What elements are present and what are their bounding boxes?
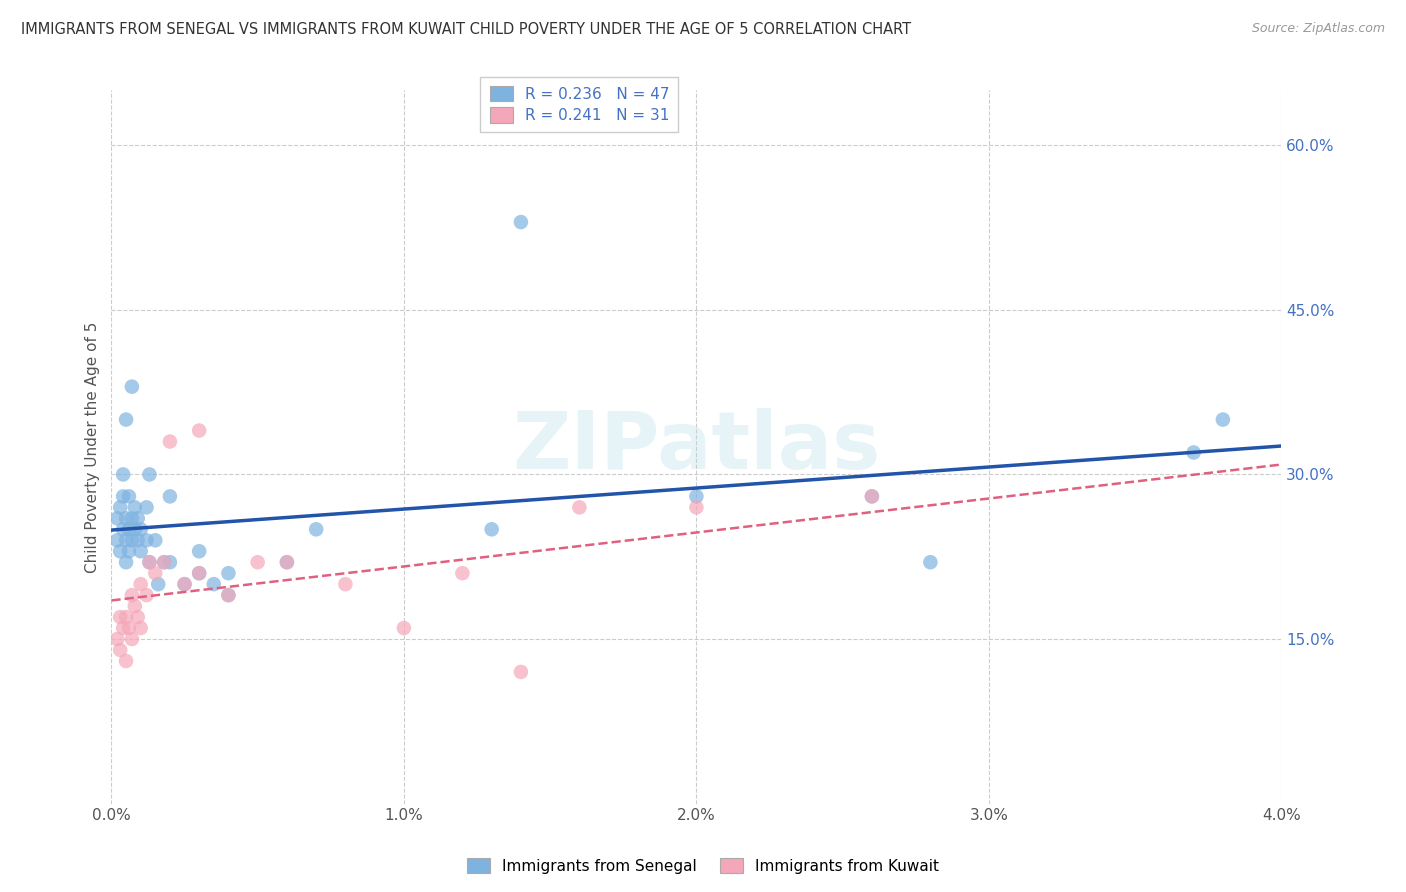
- Point: [118, 621, 141, 635]
- Point: [115, 511, 138, 525]
- Point: [305, 522, 328, 536]
- Point: [392, 621, 415, 635]
- Point: [217, 588, 239, 602]
- Text: Source: ZipAtlas.com: Source: ZipAtlas.com: [1251, 22, 1385, 36]
- Point: [127, 511, 149, 525]
- Point: [138, 555, 160, 569]
- Point: [920, 555, 942, 569]
- Point: [108, 610, 131, 624]
- Point: [860, 489, 883, 503]
- Point: [115, 555, 138, 569]
- Point: [276, 555, 298, 569]
- Text: IMMIGRANTS FROM SENEGAL VS IMMIGRANTS FROM KUWAIT CHILD POVERTY UNDER THE AGE OF: IMMIGRANTS FROM SENEGAL VS IMMIGRANTS FR…: [21, 22, 911, 37]
- Point: [188, 566, 211, 581]
- Point: [860, 489, 883, 503]
- Point: [148, 577, 170, 591]
- Point: [115, 610, 138, 624]
- Point: [685, 489, 707, 503]
- Point: [135, 533, 157, 548]
- Point: [217, 588, 239, 602]
- Point: [105, 511, 128, 525]
- Point: [135, 500, 157, 515]
- Point: [105, 533, 128, 548]
- Point: [188, 544, 211, 558]
- Point: [108, 544, 131, 558]
- Point: [138, 467, 160, 482]
- Point: [108, 500, 131, 515]
- Point: [188, 566, 211, 581]
- Point: [335, 577, 357, 591]
- Point: [115, 533, 138, 548]
- Point: [481, 522, 503, 536]
- Point: [1212, 412, 1234, 426]
- Point: [129, 621, 152, 635]
- Point: [129, 544, 152, 558]
- Point: [112, 522, 135, 536]
- Point: [276, 555, 298, 569]
- Point: [108, 643, 131, 657]
- Point: [121, 533, 143, 548]
- Point: [1182, 445, 1205, 459]
- Point: [143, 533, 166, 548]
- Point: [159, 434, 181, 449]
- Point: [115, 654, 138, 668]
- Point: [121, 511, 143, 525]
- Legend: R = 0.236   N = 47, R = 0.241   N = 31: R = 0.236 N = 47, R = 0.241 N = 31: [481, 77, 678, 132]
- Point: [509, 665, 531, 679]
- Point: [118, 522, 141, 536]
- Point: [217, 566, 239, 581]
- Point: [153, 555, 176, 569]
- Point: [105, 632, 128, 646]
- Point: [121, 588, 143, 602]
- Point: [112, 621, 135, 635]
- Point: [451, 566, 474, 581]
- Point: [124, 522, 146, 536]
- Legend: Immigrants from Senegal, Immigrants from Kuwait: Immigrants from Senegal, Immigrants from…: [461, 852, 945, 880]
- Point: [135, 588, 157, 602]
- Point: [173, 577, 195, 591]
- Point: [685, 500, 707, 515]
- Point: [118, 544, 141, 558]
- Point: [159, 555, 181, 569]
- Point: [568, 500, 591, 515]
- Y-axis label: Child Poverty Under the Age of 5: Child Poverty Under the Age of 5: [86, 321, 100, 573]
- Point: [112, 467, 135, 482]
- Point: [124, 599, 146, 613]
- Point: [153, 555, 176, 569]
- Point: [138, 555, 160, 569]
- Point: [509, 215, 531, 229]
- Point: [112, 489, 135, 503]
- Text: ZIPatlas: ZIPatlas: [512, 408, 880, 486]
- Point: [124, 500, 146, 515]
- Point: [127, 533, 149, 548]
- Point: [129, 577, 152, 591]
- Point: [202, 577, 225, 591]
- Point: [127, 610, 149, 624]
- Point: [129, 522, 152, 536]
- Point: [121, 379, 143, 393]
- Point: [118, 489, 141, 503]
- Point: [246, 555, 269, 569]
- Point: [173, 577, 195, 591]
- Point: [121, 632, 143, 646]
- Point: [159, 489, 181, 503]
- Point: [115, 412, 138, 426]
- Point: [188, 424, 211, 438]
- Point: [143, 566, 166, 581]
